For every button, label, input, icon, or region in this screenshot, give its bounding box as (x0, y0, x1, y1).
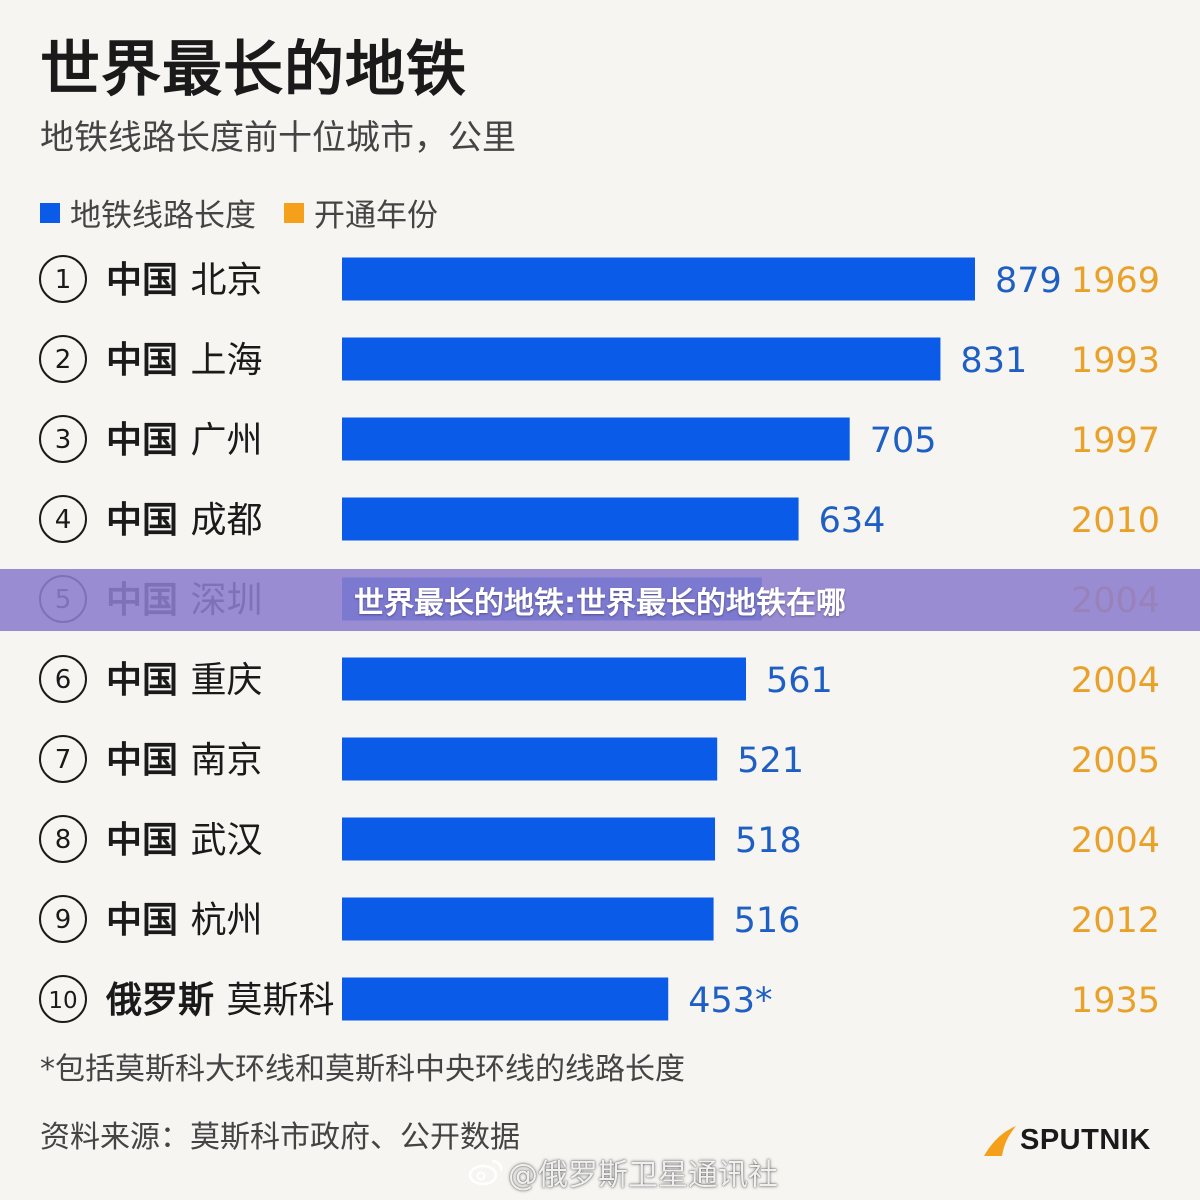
city-label: 中国 杭州 (106, 900, 263, 941)
city-label: 中国 北京 (106, 260, 263, 301)
year-label: 1969 (1071, 261, 1160, 301)
year-label: 2012 (1071, 901, 1160, 941)
rank-number: 10 (48, 988, 77, 1014)
country-name: 中国 (106, 820, 191, 861)
sputnik-swoosh-icon (984, 1126, 1016, 1156)
value-label: 705 (870, 421, 937, 461)
year-label: 2005 (1071, 741, 1160, 781)
legend-swatch-length (40, 202, 60, 223)
bar (342, 817, 716, 861)
bar (342, 337, 941, 381)
legend-label-year: 开通年份 (314, 198, 438, 234)
watermark-text: @俄罗斯卫星通讯社 (508, 1158, 778, 1193)
city-label: 中国 南京 (106, 740, 263, 781)
rank-number: 8 (55, 825, 72, 855)
country-name: 中国 (106, 420, 191, 461)
legend-label-length: 地铁线路长度 (70, 198, 256, 234)
bar (342, 977, 669, 1021)
sputnik-logo: SPUTNIK (982, 1122, 1151, 1158)
city-name: 武汉 (191, 820, 263, 861)
legend-swatch-year (284, 202, 304, 223)
value-label: 879 (995, 261, 1062, 301)
rank-number: 4 (55, 505, 72, 535)
rank-circle (39, 815, 87, 863)
bar (342, 417, 850, 461)
city-name: 莫斯科 (227, 980, 335, 1021)
rank-number: 3 (55, 425, 72, 455)
year-label: 2004 (1071, 661, 1160, 701)
rank-circle (39, 335, 87, 383)
city-name: 南京 (191, 740, 263, 781)
country-name: 中国 (106, 340, 191, 381)
country-name: 中国 (106, 740, 191, 781)
rank-circle (39, 895, 87, 943)
overlay-banner: 世界最长的地铁:世界最长的地铁在哪 (0, 569, 1200, 631)
value-label: 453* (688, 981, 772, 1021)
bar (342, 657, 746, 701)
rank-number: 6 (55, 665, 72, 695)
logo-text: SPUTNIK (1020, 1123, 1151, 1156)
bar (342, 897, 714, 941)
legend-item-length: 地铁线路长度 (40, 190, 256, 235)
city-label: 中国 武汉 (106, 820, 263, 861)
city-label: 中国 上海 (106, 340, 263, 381)
country-name: 中国 (106, 500, 191, 541)
city-name: 成都 (191, 500, 263, 541)
rank-circle (39, 415, 87, 463)
rank-circle (39, 495, 87, 543)
bar (342, 737, 718, 781)
year-label: 2010 (1071, 501, 1160, 541)
bar (342, 497, 799, 541)
city-name: 上海 (191, 340, 263, 381)
value-label: 518 (735, 821, 802, 861)
year-label: 1997 (1071, 421, 1160, 461)
city-label: 俄罗斯 莫斯科 (105, 980, 335, 1021)
rank-number: 7 (55, 745, 72, 775)
city-label: 中国 重庆 (106, 660, 263, 701)
banner-text: 世界最长的地铁:世界最长的地铁在哪 (354, 586, 846, 621)
legend: 地铁线路长度 开通年份 (40, 190, 466, 235)
weibo-icon (468, 1159, 503, 1186)
city-label: 中国 成都 (106, 500, 263, 541)
value-label: 561 (766, 661, 833, 701)
rank-circle (39, 735, 87, 783)
value-label: 521 (737, 741, 804, 781)
rank-circle (39, 975, 87, 1023)
year-label: 1993 (1071, 341, 1160, 381)
year-label: 2004 (1071, 821, 1160, 861)
legend-item-year: 开通年份 (284, 190, 438, 235)
watermark: @俄罗斯卫星通讯社 (468, 1150, 778, 1194)
source-note: 资料来源：莫斯科市政府、公开数据 (40, 1120, 520, 1155)
chart-title: 世界最长的地铁 (40, 35, 467, 105)
country-name: 中国 (106, 900, 191, 941)
chart-subtitle: 地铁线路长度前十位城市，公里 (40, 118, 516, 158)
country-name: 俄罗斯 (105, 980, 227, 1021)
city-name: 重庆 (191, 660, 263, 701)
country-name: 中国 (106, 260, 191, 301)
city-name: 杭州 (191, 900, 263, 941)
year-label: 1935 (1071, 981, 1160, 1021)
rank-number: 9 (55, 905, 72, 935)
rank-number: 2 (55, 345, 72, 375)
city-name: 北京 (191, 260, 263, 301)
value-label: 634 (819, 501, 886, 541)
bar (342, 257, 975, 301)
rank-circle (39, 655, 87, 703)
city-name: 广州 (191, 420, 263, 461)
value-label: 831 (960, 341, 1027, 381)
city-label: 中国 广州 (106, 420, 263, 461)
value-label: 516 (734, 901, 801, 941)
rank-number: 1 (55, 265, 72, 295)
country-name: 中国 (106, 660, 191, 701)
rank-circle (39, 255, 87, 303)
footnote: *包括莫斯科大环线和莫斯科中央环线的线路长度 (40, 1052, 685, 1087)
